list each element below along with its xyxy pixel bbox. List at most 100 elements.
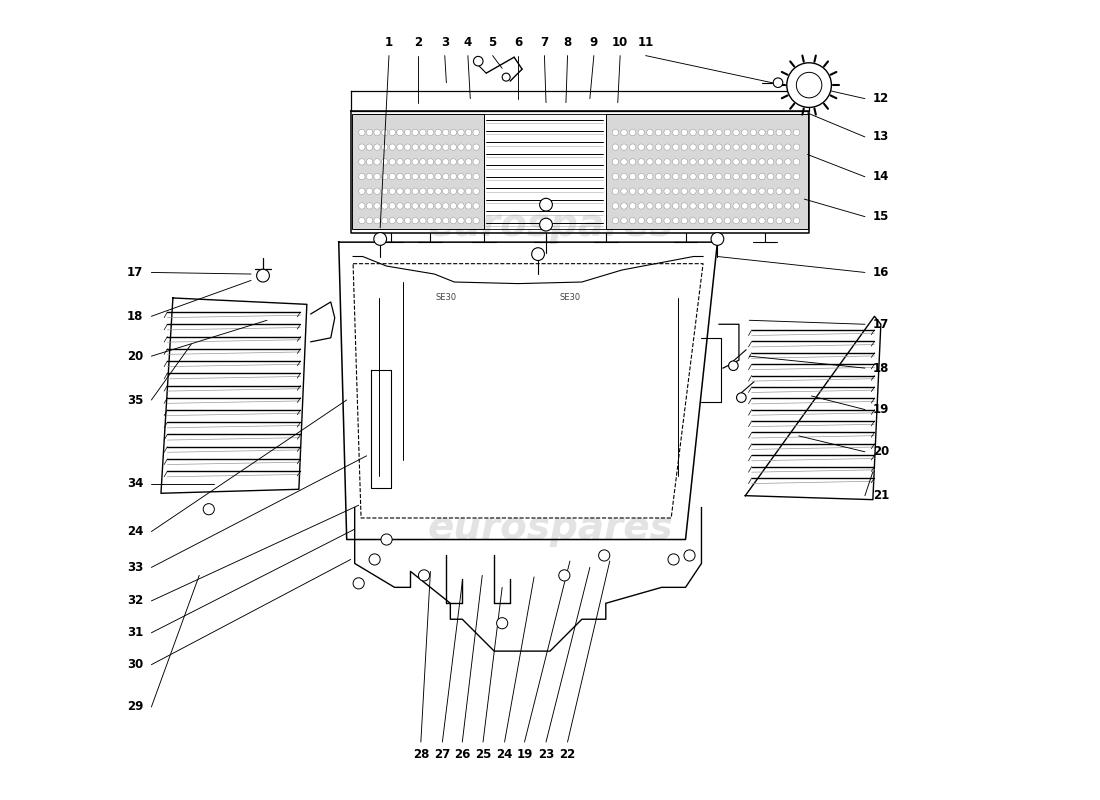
Circle shape xyxy=(366,144,373,150)
Circle shape xyxy=(620,202,627,209)
Circle shape xyxy=(397,174,404,180)
Circle shape xyxy=(716,130,722,136)
Circle shape xyxy=(768,188,773,194)
Circle shape xyxy=(698,158,705,165)
Circle shape xyxy=(724,174,730,180)
Circle shape xyxy=(724,144,730,150)
Circle shape xyxy=(672,158,679,165)
Circle shape xyxy=(458,188,464,194)
Circle shape xyxy=(442,158,449,165)
Circle shape xyxy=(759,174,766,180)
Circle shape xyxy=(759,202,766,209)
Circle shape xyxy=(707,202,714,209)
Text: 23: 23 xyxy=(538,748,554,762)
Circle shape xyxy=(647,202,653,209)
Circle shape xyxy=(656,188,662,194)
Circle shape xyxy=(442,174,449,180)
Circle shape xyxy=(442,144,449,150)
Circle shape xyxy=(382,158,388,165)
Circle shape xyxy=(434,202,441,209)
Circle shape xyxy=(698,188,705,194)
Circle shape xyxy=(427,188,433,194)
Text: 35: 35 xyxy=(126,394,143,406)
Text: 28: 28 xyxy=(412,748,429,762)
Circle shape xyxy=(759,144,766,150)
Text: 27: 27 xyxy=(434,748,451,762)
Circle shape xyxy=(638,202,645,209)
Text: eurospares: eurospares xyxy=(427,206,673,244)
Circle shape xyxy=(768,144,773,150)
Circle shape xyxy=(397,188,404,194)
Circle shape xyxy=(405,218,410,224)
Circle shape xyxy=(672,130,679,136)
Text: 12: 12 xyxy=(873,92,889,105)
Circle shape xyxy=(716,218,722,224)
Circle shape xyxy=(784,158,791,165)
Circle shape xyxy=(434,174,441,180)
Circle shape xyxy=(784,174,791,180)
Circle shape xyxy=(776,158,782,165)
Circle shape xyxy=(681,218,688,224)
Circle shape xyxy=(397,130,404,136)
Circle shape xyxy=(672,202,679,209)
Circle shape xyxy=(733,174,739,180)
Circle shape xyxy=(768,130,773,136)
Text: 24: 24 xyxy=(496,748,513,762)
Text: 26: 26 xyxy=(454,748,471,762)
Circle shape xyxy=(620,188,627,194)
Circle shape xyxy=(381,534,393,545)
Circle shape xyxy=(638,218,645,224)
Circle shape xyxy=(707,174,714,180)
Circle shape xyxy=(638,158,645,165)
Circle shape xyxy=(420,144,426,150)
Circle shape xyxy=(768,202,773,209)
Circle shape xyxy=(784,202,791,209)
Circle shape xyxy=(793,218,800,224)
Circle shape xyxy=(741,188,748,194)
Circle shape xyxy=(647,188,653,194)
Text: 22: 22 xyxy=(560,748,575,762)
Circle shape xyxy=(776,130,782,136)
Circle shape xyxy=(418,570,430,581)
Circle shape xyxy=(698,174,705,180)
Circle shape xyxy=(741,218,748,224)
Text: 6: 6 xyxy=(514,36,522,50)
FancyBboxPatch shape xyxy=(606,114,807,229)
Circle shape xyxy=(374,188,381,194)
Circle shape xyxy=(750,174,757,180)
Circle shape xyxy=(707,218,714,224)
Circle shape xyxy=(450,158,456,165)
Circle shape xyxy=(776,202,782,209)
Circle shape xyxy=(672,174,679,180)
Circle shape xyxy=(698,218,705,224)
Text: 24: 24 xyxy=(126,525,143,538)
Circle shape xyxy=(759,188,766,194)
Circle shape xyxy=(664,188,670,194)
Circle shape xyxy=(389,188,396,194)
Circle shape xyxy=(405,202,410,209)
Circle shape xyxy=(359,144,365,150)
Circle shape xyxy=(450,130,456,136)
Circle shape xyxy=(638,188,645,194)
Text: 2: 2 xyxy=(415,36,422,50)
Text: 31: 31 xyxy=(128,626,143,639)
Circle shape xyxy=(450,202,456,209)
Circle shape xyxy=(359,202,365,209)
Text: 17: 17 xyxy=(873,318,889,330)
Circle shape xyxy=(465,218,472,224)
Circle shape xyxy=(620,218,627,224)
Circle shape xyxy=(473,188,480,194)
FancyBboxPatch shape xyxy=(352,114,484,229)
Circle shape xyxy=(359,158,365,165)
Circle shape xyxy=(724,130,730,136)
Circle shape xyxy=(724,158,730,165)
Circle shape xyxy=(664,130,670,136)
Circle shape xyxy=(420,130,426,136)
Circle shape xyxy=(759,218,766,224)
Circle shape xyxy=(412,130,418,136)
Text: 13: 13 xyxy=(873,130,889,143)
Circle shape xyxy=(382,188,388,194)
Circle shape xyxy=(405,144,410,150)
Circle shape xyxy=(664,202,670,209)
Circle shape xyxy=(629,202,636,209)
